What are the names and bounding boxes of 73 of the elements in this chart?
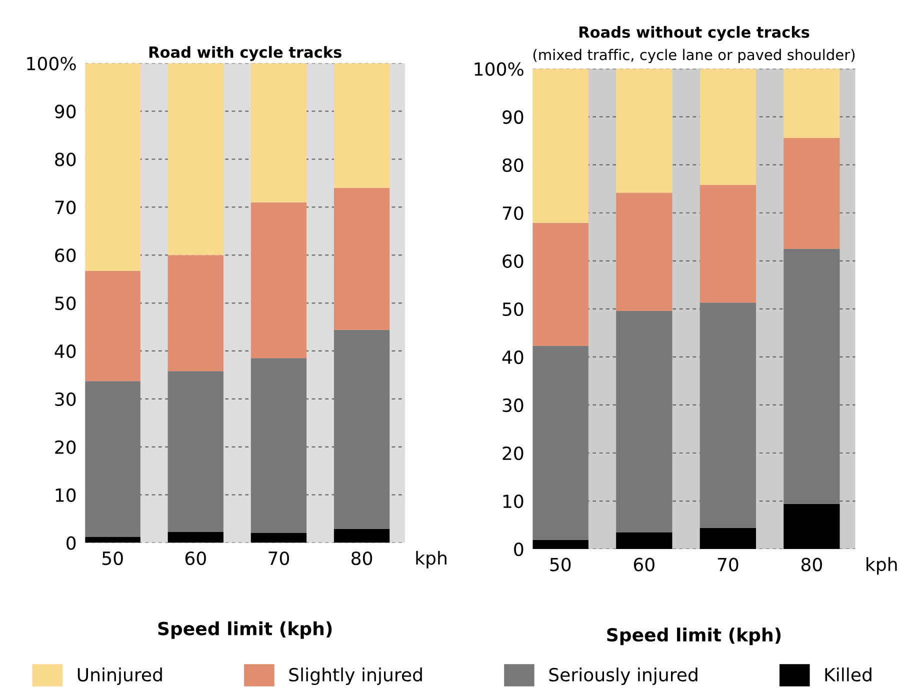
y-tick-label: 30 [502,398,524,412]
y-tick-label: 100% [27,56,76,70]
x-tick-label: 50 [550,558,571,572]
bar [250,63,307,202]
bar [784,68,840,138]
y-tick-label: 90 [54,104,76,118]
bar [85,270,140,382]
chart-title: Roads without cycle tracks [579,26,810,41]
chart-subtitle: (mixed traffic, cycle lane or paved shoulder) [533,48,855,64]
y-tick-label: 50 [55,296,76,310]
y-tick-label: 20 [502,446,524,460]
bar [700,302,756,528]
y-tick-label: 10 [503,494,524,508]
bar [532,346,588,540]
bar [250,532,307,543]
y-tick-label: 30 [55,392,76,406]
bar [168,532,224,543]
bar [168,255,224,372]
bar [700,68,756,186]
x-tick-label: 80 [352,551,372,566]
x-tick-label: 60 [634,558,654,572]
y-tick-label: 50 [502,302,524,316]
y-tick-label: 90 [502,110,524,124]
bar [532,68,588,223]
text: kph [866,557,897,575]
y-tick-label: 0 [66,536,76,550]
y-tick-label: 60 [55,248,76,262]
bar [700,528,756,550]
bar [784,248,840,504]
legend-label: Seriously injured [549,668,698,686]
bar [168,63,224,256]
x-axis-title: Speed limit (kph) [607,628,781,646]
bar [784,504,840,550]
bar [85,537,140,543]
bar [334,528,390,543]
bar [250,358,307,533]
y-tick-label: 100% [474,62,524,76]
x-tick-label: 70 [268,551,290,566]
y-tick-label: 80 [55,152,76,166]
bar [168,371,224,532]
bar [616,68,672,193]
bar [700,185,756,303]
bar [85,63,140,271]
legend-label: Killed [825,668,872,682]
text: kph [416,550,446,568]
bar [85,381,140,538]
y-tick-label: 0 [514,542,524,556]
y-tick-label: 20 [55,440,76,454]
y-tick-label: 60 [502,254,524,268]
bar [616,192,672,311]
chart-title: Road with cycle tracks [149,46,342,61]
legend-label: Slightly injured [289,668,422,686]
x-axis-title: Speed limit (kph) [158,621,332,639]
x-tick-label: 50 [102,551,123,566]
y-tick-label: 10 [56,488,76,502]
legend-label: Uninjured [78,668,162,686]
y-tick-label: 70 [502,206,524,220]
bar [532,222,588,346]
y-tick-label: 80 [502,158,524,172]
bar [616,532,672,550]
bar [334,330,390,529]
bar [334,188,390,330]
y-tick-label: 40 [54,344,76,358]
x-tick-label: 70 [718,558,738,572]
bar [532,540,588,550]
bar [616,310,672,532]
x-tick-label: 60 [185,551,206,566]
bar [784,138,840,249]
bar [334,63,390,188]
y-tick-label: 70 [55,200,76,214]
bar [250,202,307,358]
y-tick-label: 40 [502,350,524,364]
x-tick-label: 80 [801,558,822,572]
